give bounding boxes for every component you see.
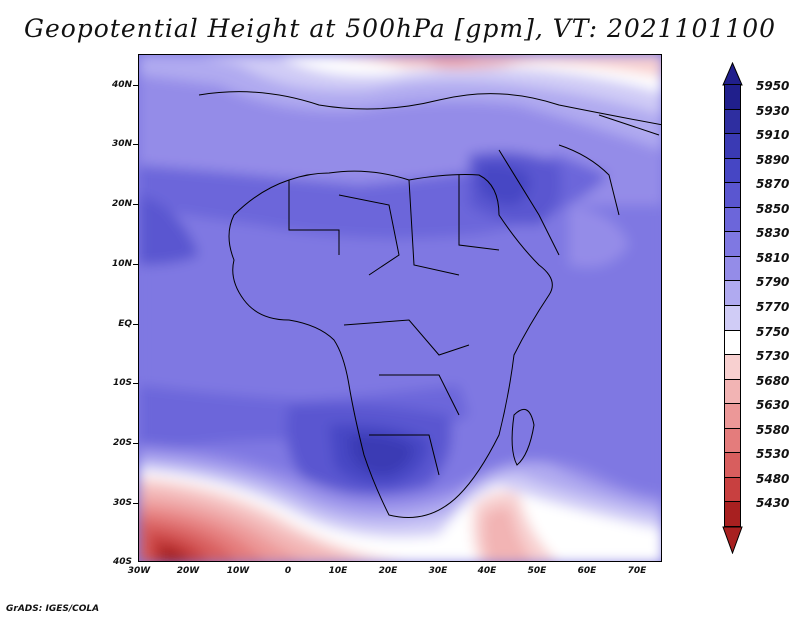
colorbar-cell — [724, 206, 741, 233]
colorbar-cell — [724, 305, 741, 331]
colorbar-cell — [724, 354, 741, 380]
colorbar-cell — [724, 476, 741, 503]
colorbar-cell — [724, 427, 741, 454]
colorbar-level-label: 5730 — [756, 349, 790, 364]
lat-tick — [133, 204, 138, 205]
lat-label-20n: 20N — [111, 199, 132, 209]
lon-label-50e: 50E — [527, 566, 547, 576]
lat-label-20s: 20S — [112, 438, 132, 448]
lat-label-eq: EQ — [118, 319, 132, 329]
colorbar-level-label: 5680 — [756, 373, 790, 388]
colorbar-level-label: 5910 — [756, 128, 790, 143]
lon-label-10e: 10E — [328, 566, 348, 576]
colorbar-cell — [724, 133, 741, 159]
lon-label-20e: 20E — [378, 566, 398, 576]
lon-label-0: 0 — [284, 566, 292, 576]
lat-label-10n: 10N — [111, 259, 132, 269]
lat-tick — [133, 324, 138, 325]
colorbar-level-label: 5810 — [756, 250, 790, 265]
colorbar-level-label: 5530 — [756, 447, 790, 462]
colorbar-level-label: 5870 — [756, 177, 790, 192]
lon-label-20w: 20W — [176, 566, 200, 576]
colorbar-level-label: 5430 — [756, 496, 790, 511]
lat-label-30s: 30S — [112, 498, 132, 508]
colorbar-level-label: 5850 — [756, 201, 790, 216]
colorbar-level-label: 5930 — [756, 103, 790, 118]
map-title: Geopotential Height at 500hPa [gpm], VT:… — [23, 14, 777, 43]
colorbar-cell — [724, 329, 741, 356]
geopotential-field — [139, 55, 661, 561]
colorbar-level-label: 5950 — [756, 79, 790, 93]
colorbar-level-label: 5770 — [756, 300, 790, 314]
footer-credit: GrADS: IGES/COLA — [6, 604, 100, 614]
lat-tick — [133, 443, 138, 444]
colorbar-cell — [724, 182, 741, 208]
colorbar-level-label: 5830 — [756, 226, 790, 241]
lat-tick — [133, 503, 138, 504]
lat-label-40n: 40N — [111, 80, 132, 90]
lon-label-30w: 30W — [127, 566, 151, 576]
lat-label-10s: 10S — [112, 378, 132, 388]
lon-label-10w: 10W — [226, 566, 250, 576]
lat-tick — [133, 144, 138, 145]
colorbar-cell — [724, 280, 741, 306]
colorbar-cell — [724, 452, 741, 478]
colorbar-level-label: 5580 — [756, 422, 790, 437]
colorbar-level-label: 5630 — [756, 398, 790, 413]
colorbar-cell — [724, 231, 741, 257]
colorbar-bottom-arrow — [722, 526, 743, 554]
colorbar-level-label: 5480 — [756, 471, 790, 486]
colorbar-cell — [724, 403, 741, 429]
lon-label-60e: 60E — [577, 566, 597, 576]
colorbar-cell — [724, 84, 741, 110]
colorbar-level-label: 5790 — [756, 275, 790, 290]
lat-label-40s: 40S — [112, 557, 132, 567]
map-plot-area — [138, 54, 662, 562]
colorbar-cell — [724, 108, 741, 135]
lon-label-30e: 30E — [428, 566, 448, 576]
coastline-outline — [198, 91, 661, 518]
colorbar — [724, 84, 741, 527]
colorbar-cell — [724, 378, 741, 405]
colorbar-level-label: 5890 — [756, 152, 790, 167]
lat-tick — [133, 85, 138, 86]
colorbar-top-arrow — [722, 62, 743, 86]
lon-label-40e: 40E — [477, 566, 497, 576]
lat-tick — [133, 383, 138, 384]
lat-tick — [133, 264, 138, 265]
colorbar-cell — [724, 501, 741, 527]
colorbar-level-label: 5750 — [756, 324, 790, 339]
lon-label-70e: 70E — [627, 566, 647, 576]
lat-label-30n: 30N — [111, 139, 132, 149]
colorbar-cell — [724, 255, 741, 282]
colorbar-cell — [724, 157, 741, 184]
